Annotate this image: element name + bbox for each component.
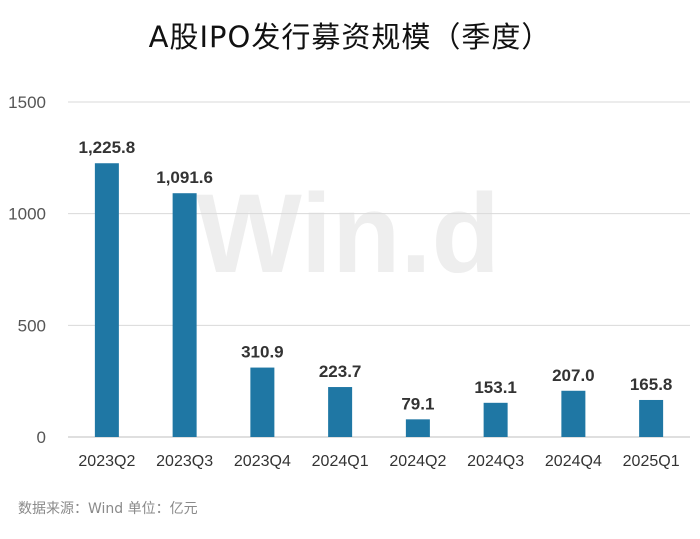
data-label: 1,225.8 <box>79 138 136 157</box>
data-label: 310.9 <box>241 343 284 362</box>
bar <box>250 367 275 437</box>
watermark: Win.d <box>196 171 500 296</box>
data-label: 1,091.6 <box>156 168 213 187</box>
data-label: 165.8 <box>630 375 673 394</box>
source-note: 数据来源：Wind 单位：亿元 <box>18 501 198 517</box>
y-tick-label: 0 <box>37 428 46 447</box>
bar <box>172 193 197 437</box>
bar <box>405 419 430 437</box>
bar <box>483 402 508 437</box>
data-label: 207.0 <box>552 366 595 385</box>
bar <box>94 163 119 437</box>
bar <box>328 387 353 437</box>
x-tick-label: 2023Q3 <box>156 453 213 470</box>
x-tick-label: 2024Q2 <box>389 453 446 470</box>
x-tick-label: 2024Q3 <box>467 453 524 470</box>
x-tick-label: 2024Q4 <box>545 453 602 470</box>
x-tick-label: 2025Q1 <box>623 453 680 470</box>
x-tick-label: 2023Q2 <box>78 453 135 470</box>
data-label: 223.7 <box>319 362 362 381</box>
y-tick-label: 500 <box>18 316 46 335</box>
data-label: 79.1 <box>401 394 434 413</box>
bar <box>639 399 664 437</box>
x-tick-label: 2023Q4 <box>234 453 291 470</box>
chart-title: A股IPO发行募资规模（季度） <box>148 20 552 54</box>
bar <box>561 390 586 437</box>
y-tick-label: 1000 <box>8 205 46 224</box>
x-tick-label: 2024Q1 <box>312 453 369 470</box>
data-label: 153.1 <box>474 378 517 397</box>
y-tick-label: 1500 <box>8 93 46 112</box>
